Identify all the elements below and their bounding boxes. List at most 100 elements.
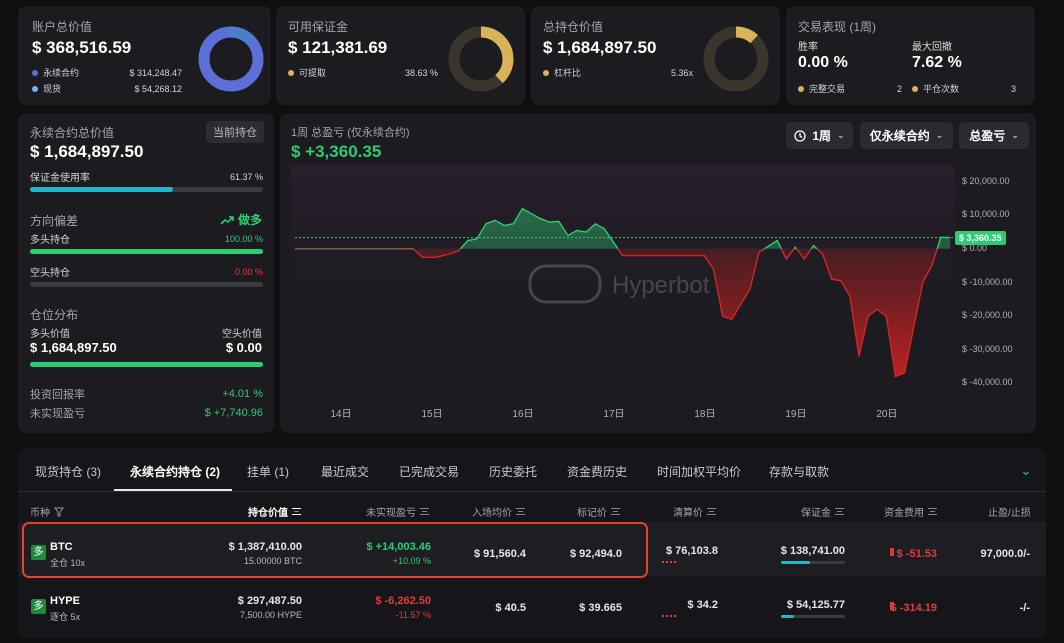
sort-icon[interactable] xyxy=(420,508,429,515)
pnl-line-positive xyxy=(295,207,951,249)
hyperbot-watermark: Hyperbot xyxy=(528,264,710,304)
total-holdings-card: 总持仓价值 $ 1,684,897.50 杠杆比 5.36x xyxy=(531,6,780,105)
distribution-label: 仓位分布 xyxy=(30,308,79,322)
tabs-divider xyxy=(18,491,1046,492)
margin-value: $ 138,741.00 xyxy=(780,545,845,557)
coin-symbol[interactable]: HYPE xyxy=(50,595,80,607)
pnl-line-negative xyxy=(295,248,938,378)
winrate-label: 胜率 xyxy=(798,42,818,53)
tab-2[interactable]: 挂单 (1) xyxy=(247,465,290,479)
spot-value: $ 54,268.12 xyxy=(134,83,182,94)
header-unrealized-pnl[interactable]: 未实现盈亏 xyxy=(366,504,429,519)
header-liq-price[interactable]: 清算价 xyxy=(673,504,716,519)
margin-usage-bar xyxy=(30,187,263,192)
funding-flag xyxy=(890,548,894,556)
perp-label: 永续合约 xyxy=(43,68,80,78)
position-size: 15.00000 BTC xyxy=(243,556,302,566)
entry-price: $ 40.5 xyxy=(495,602,526,614)
margin-value: $ 54,125.77 xyxy=(786,599,845,611)
coin-mode: 逐仓 5x xyxy=(50,612,81,622)
upnl-value: $ +7,740.96 xyxy=(204,407,263,419)
spot-label: 现货 xyxy=(43,84,62,94)
bias-text: 做多 xyxy=(237,213,262,227)
period-select[interactable]: 1周 ⌄ xyxy=(786,122,853,149)
funding-fee: $ -314.19 xyxy=(890,602,937,614)
y-tick-label: $ -40,000.00 xyxy=(962,377,1013,388)
leverage-value: 5.36x xyxy=(670,67,693,78)
bias-value: 做多 xyxy=(220,211,262,228)
tp-sl[interactable]: 97,000.0/- xyxy=(980,548,1030,560)
y-tick-label: $ 10,000.00 xyxy=(962,209,1010,220)
tp-sl[interactable]: -/- xyxy=(1019,602,1030,614)
x-tick-label: 14日 xyxy=(330,409,352,420)
margin-ratio-bar xyxy=(781,615,845,618)
upnl-label: 未实现盈亏 xyxy=(30,408,85,420)
sort-icon[interactable] xyxy=(292,508,301,515)
header-funding[interactable]: 资金费用 xyxy=(884,504,937,519)
liq-distance-marker xyxy=(662,615,676,617)
drawdown-label: 最大回撤 xyxy=(912,42,952,53)
x-tick-label: 18日 xyxy=(694,409,716,420)
tab-3[interactable]: 最近成交 xyxy=(321,465,370,479)
tab-8[interactable]: 存款与取款 xyxy=(769,465,830,479)
holdings-donut xyxy=(703,26,769,92)
tab-5[interactable]: 历史委托 xyxy=(489,465,538,479)
chevron-down-icon: ⌄ xyxy=(837,130,845,140)
mark-price: $ 39.665 xyxy=(579,602,622,614)
perp-total-label: 永续合约总价值 xyxy=(30,126,115,140)
y-tick-label: $ -30,000.00 xyxy=(962,343,1013,354)
long-badge: 多 xyxy=(31,599,46,614)
header-mark-price[interactable]: 标记价 xyxy=(577,504,620,519)
y-tick-label: $ -20,000.00 xyxy=(962,310,1013,321)
account-donut xyxy=(198,26,264,92)
flat-count-value: 3 xyxy=(1010,83,1016,94)
total-holdings-label: 总持仓价值 xyxy=(543,20,604,34)
metric-select[interactable]: 总盈亏 ⌄ xyxy=(959,122,1029,149)
short-row: 空头持仓 0.00 % xyxy=(30,264,263,280)
sort-icon[interactable] xyxy=(516,508,525,515)
roi-row: 投资回报率 +4.01 % xyxy=(30,386,263,402)
margin-usage-value: 61.37 % xyxy=(229,171,263,182)
perp-row: 永续合约 $ 314,248.47 xyxy=(32,66,182,79)
upnl-row: 未实现盈亏 $ +7,740.96 xyxy=(30,405,263,421)
coin-symbol[interactable]: BTC xyxy=(50,541,73,553)
tab-4[interactable]: 已完成交易 xyxy=(399,465,460,479)
margin-donut xyxy=(448,26,514,92)
x-tick-label: 20日 xyxy=(876,409,898,420)
sort-icon[interactable] xyxy=(611,508,620,515)
position-value: $ 297,487.50 7,500.00 HYPE xyxy=(180,595,302,620)
chevron-down-icon: ⌄ xyxy=(935,130,944,140)
header-entry-price[interactable]: 入场均价 xyxy=(472,504,525,519)
table-row[interactable] xyxy=(18,522,1046,576)
sort-icon[interactable] xyxy=(707,508,716,515)
long-bar xyxy=(30,249,263,254)
collapse-icon[interactable]: ⌄ xyxy=(1020,462,1032,478)
current-position-badge[interactable]: 当前持仓 xyxy=(206,121,264,143)
short-value-label: 空头价值 xyxy=(222,329,262,340)
short-label: 空头持仓 xyxy=(30,268,70,279)
header-coin[interactable]: 币种 xyxy=(30,504,64,519)
filter-icon[interactable] xyxy=(54,507,64,517)
scope-select-label: 仅永续合约 xyxy=(869,129,930,143)
sort-icon[interactable] xyxy=(928,508,937,515)
long-value-label: 多头价值 xyxy=(30,329,70,340)
clock-icon xyxy=(794,129,807,142)
closed-trades-row: 完整交易 2 xyxy=(798,82,902,95)
tab-0[interactable]: 现货持仓 (3) xyxy=(35,465,102,479)
tab-6[interactable]: 资金费历史 xyxy=(567,465,628,479)
scope-select[interactable]: 仅永续合约 ⌄ xyxy=(860,122,953,149)
closed-trades-value: 2 xyxy=(896,83,902,94)
withdrawable-value: 38.63 % xyxy=(404,67,438,78)
margin-usage-row: 保证金使用率 61.37 % xyxy=(30,169,263,185)
tab-7[interactable]: 时间加权平均价 xyxy=(657,465,742,479)
sort-icon[interactable] xyxy=(835,508,844,515)
position-size: 7,500.00 HYPE xyxy=(239,610,302,620)
perp-total-value: $ 1,684,897.50 xyxy=(30,142,144,161)
tab-1[interactable]: 永续合约持仓 (2) xyxy=(130,465,221,479)
header-position-value[interactable]: 持仓价值 xyxy=(248,504,301,519)
x-tick-label: 16日 xyxy=(512,409,534,420)
header-margin[interactable]: 保证金 xyxy=(801,504,844,519)
available-margin-card: 可用保证金 $ 121,381.69 可提取 38.63 % xyxy=(276,6,525,105)
unrealized-pnl: $ +14,003.46 +10.09 % xyxy=(320,541,431,566)
margin-ratio-fill xyxy=(781,561,810,564)
